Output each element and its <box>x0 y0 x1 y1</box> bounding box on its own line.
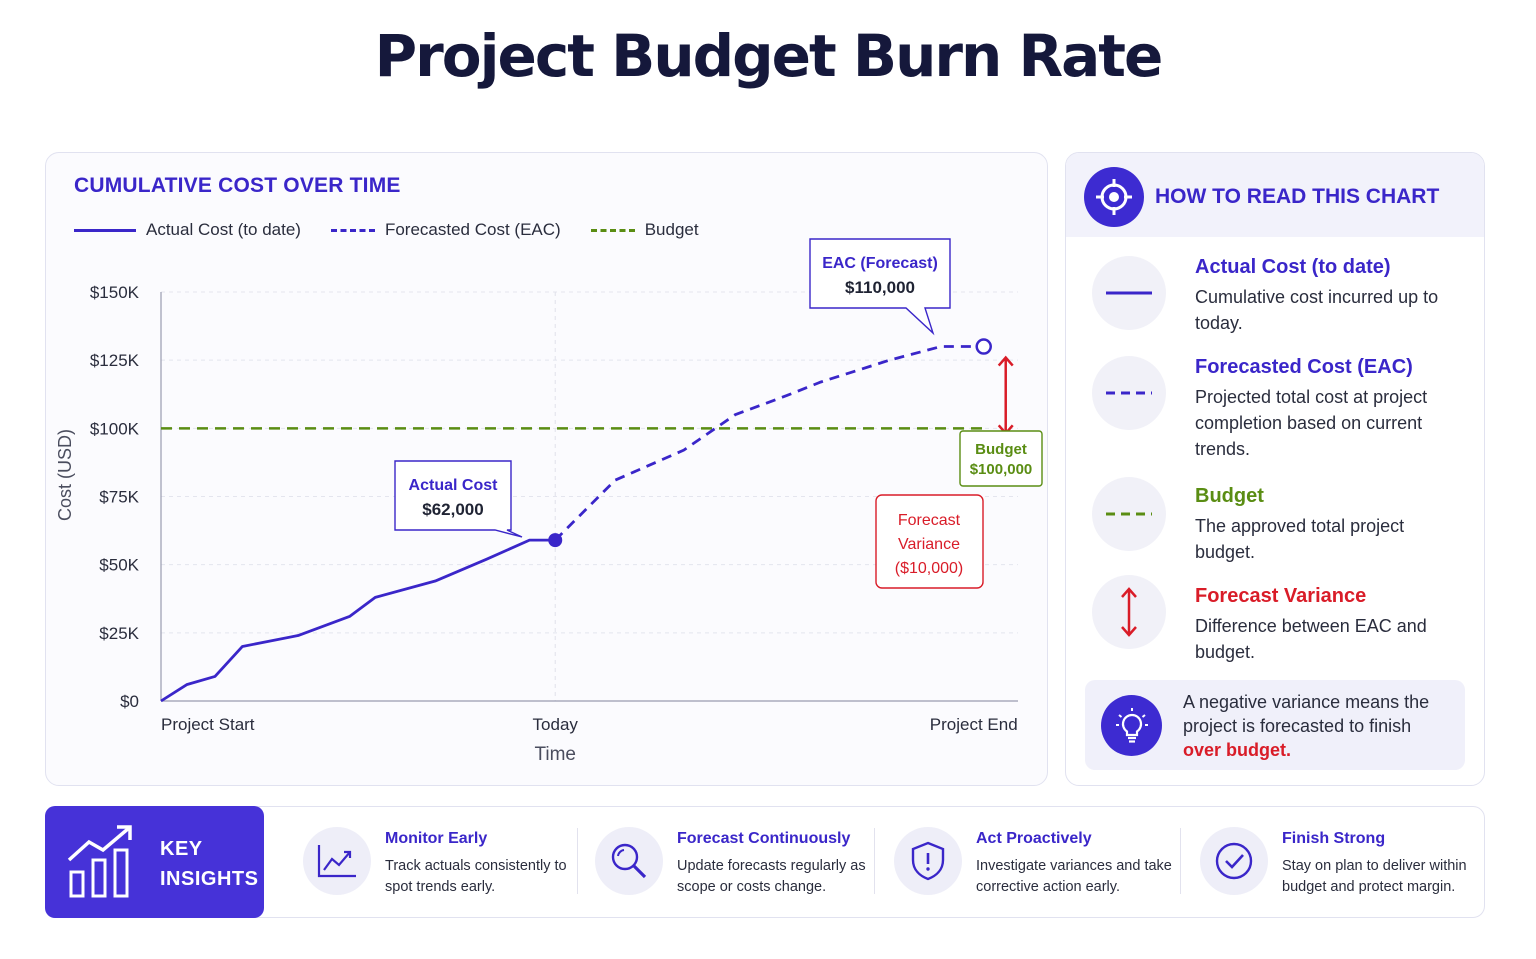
key-insights-badge: KEY INSIGHTS <box>45 806 264 918</box>
target-icon <box>1084 167 1144 227</box>
eac-callout-title: EAC (Forecast) <box>822 255 938 272</box>
legend-item-forecast: Forecasted Cost (EAC) <box>330 220 561 240</box>
y-tick-label: $125K <box>90 351 140 370</box>
note-body: A negative variance means the project is… <box>1183 692 1430 736</box>
y-axis-title: Cost (USD) <box>55 429 75 521</box>
x-tick-label: Project End <box>930 715 1018 734</box>
guide-item-title: Forecasted Cost (EAC) <box>1195 356 1413 378</box>
series-layer <box>160 338 992 703</box>
variance-callout-line1: Forecast <box>898 512 961 529</box>
variance-callout <box>875 494 984 589</box>
budget-callout <box>959 430 1043 487</box>
guide-item-desc: Projected total cost at project completi… <box>1195 387 1428 459</box>
variance-note: A negative variance means the project is… <box>1085 680 1465 770</box>
key-insights-label: KEY INSIGHTS <box>160 834 260 894</box>
guide-item-title: Budget <box>1195 485 1264 507</box>
y-tick-label: $0 <box>120 692 139 711</box>
chart-heading: CUMULATIVE COST OVER TIME <box>74 174 401 197</box>
solid-line-icon <box>1092 256 1166 330</box>
magnifier-icon <box>595 827 663 895</box>
legend-label-forecast: Forecasted Cost (EAC) <box>384 220 561 239</box>
insight-divider <box>1180 828 1181 894</box>
variance-arrowhead-top <box>997 355 1014 367</box>
guide-item-desc: The approved total project budget. <box>1195 516 1405 562</box>
eac-marker <box>975 338 992 355</box>
lightbulb-icon <box>1101 695 1162 756</box>
legend-item-budget: Budget <box>590 220 699 240</box>
insight-desc: Track actuals consistently to spot trend… <box>385 858 567 895</box>
eac-callout <box>809 238 951 336</box>
x-axis-title: Time <box>534 744 576 765</box>
shield-alert-icon <box>894 827 962 895</box>
legend-item-actual: Actual Cost (to date) <box>74 220 301 240</box>
chart-legend: Actual Cost (to date) Forecasted Cost (E… <box>74 218 729 242</box>
guide-header: HOW TO READ THIS CHART <box>1066 153 1484 237</box>
legend-swatch-actual <box>74 228 136 232</box>
insight-title: Forecast Continuously <box>677 830 851 847</box>
insight-divider <box>874 828 875 894</box>
forecast-cost-line <box>554 345 984 542</box>
legend-swatch-forecast <box>330 228 375 232</box>
y-tick-label: $75K <box>99 488 139 507</box>
note-text: A negative variance means the project is… <box>1183 690 1453 762</box>
y-tick-label: $100K <box>90 419 140 438</box>
legend-swatch-budget <box>590 228 635 232</box>
eac-callout-value: $110,000 <box>845 278 915 297</box>
axis-layer: $0 $25K $50K $75K $100K $125K $150K Project Sta… <box>55 283 1018 765</box>
check-circle-icon <box>1200 827 1268 895</box>
actual-callout-title: Actual Cost <box>409 477 499 494</box>
actual-cost-marker <box>548 533 563 548</box>
insight-desc: Update forecasts regularly as scope or c… <box>677 858 866 895</box>
actual-cost-line <box>160 538 556 703</box>
insight-title: Act Proactively <box>976 830 1092 847</box>
actual-cost-callout <box>394 460 523 538</box>
trend-chart-icon <box>303 827 371 895</box>
badge-line-2: INSIGHTS <box>160 868 259 890</box>
guide-item-desc: Cumulative cost incurred up to today. <box>1195 287 1439 333</box>
dashed-line-icon <box>1092 477 1166 551</box>
budget-callout-value: $100,000 <box>970 461 1033 478</box>
chart-guide-panel: HOW TO READ THIS CHART Actual Cost (to d… <box>1065 152 1485 786</box>
annotation-layer: Actual Cost $62,000 EAC (Forecast) $110,000… <box>394 238 1043 589</box>
guide-item-title: Forecast Variance <box>1195 585 1367 607</box>
legend-label-actual: Actual Cost (to date) <box>146 220 301 239</box>
insight-desc: Stay on plan to deliver within budget an… <box>1282 858 1467 895</box>
insight-desc: Investigate variances and take correctiv… <box>976 858 1172 895</box>
growth-chart-icon <box>67 825 132 898</box>
insight-title: Monitor Early <box>385 830 488 847</box>
double-arrow-icon <box>1092 575 1166 649</box>
guide-title: HOW TO READ THIS CHART <box>1155 185 1440 208</box>
variance-callout-line2: Variance <box>898 536 960 553</box>
y-tick-label: $50K <box>99 556 139 575</box>
insight-title: Finish Strong <box>1282 830 1386 847</box>
actual-callout-value: $62,000 <box>422 500 483 519</box>
guide-item-title: Actual Cost (to date) <box>1195 256 1391 278</box>
guide-item-desc: Difference between EAC and budget. <box>1195 616 1427 662</box>
y-tick-label: $150K <box>90 283 140 302</box>
x-tick-label: Project Start <box>161 715 255 734</box>
y-tick-label: $25K <box>99 624 139 643</box>
budget-callout-title: Budget <box>975 441 1027 458</box>
badge-line-1: KEY <box>160 838 203 860</box>
legend-label-budget: Budget <box>644 220 699 239</box>
variance-callout-value: ($10,000) <box>895 560 964 577</box>
dashed-line-icon <box>1092 356 1166 430</box>
note-emphasis: over budget. <box>1183 740 1292 760</box>
x-tick-label: Today <box>533 715 579 734</box>
insight-divider <box>577 828 578 894</box>
page-title: Project Budget Burn Rate <box>374 22 1164 90</box>
